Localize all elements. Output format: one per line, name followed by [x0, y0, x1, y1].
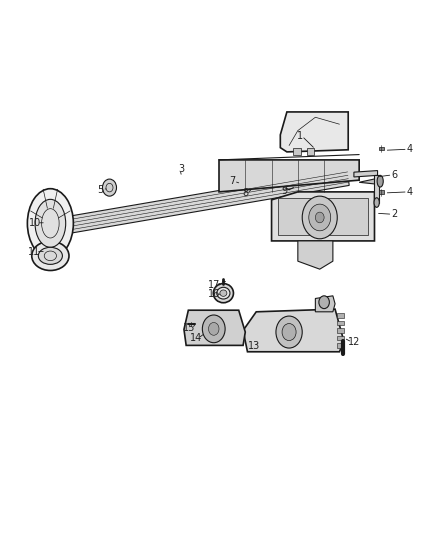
Polygon shape — [337, 313, 344, 318]
Text: 16: 16 — [208, 289, 220, 299]
Text: 7: 7 — [229, 176, 235, 186]
Polygon shape — [379, 147, 384, 150]
Text: 17: 17 — [208, 280, 220, 290]
Circle shape — [282, 324, 296, 341]
Text: 8: 8 — [242, 189, 248, 198]
Polygon shape — [337, 336, 344, 340]
Circle shape — [102, 179, 117, 196]
Polygon shape — [243, 309, 344, 352]
Text: 1: 1 — [297, 131, 303, 141]
Text: 12: 12 — [348, 337, 360, 347]
Text: 2: 2 — [391, 209, 397, 219]
Text: 4: 4 — [406, 144, 413, 154]
Circle shape — [276, 316, 302, 348]
Text: 5: 5 — [98, 185, 104, 195]
Circle shape — [309, 204, 331, 231]
Polygon shape — [354, 171, 378, 177]
Polygon shape — [280, 112, 348, 152]
Text: 9: 9 — [282, 186, 288, 196]
Circle shape — [202, 315, 225, 343]
Ellipse shape — [32, 241, 69, 271]
Polygon shape — [359, 178, 382, 184]
Polygon shape — [337, 328, 344, 333]
Text: 3: 3 — [179, 165, 185, 174]
Ellipse shape — [374, 198, 379, 207]
Ellipse shape — [35, 199, 66, 247]
Polygon shape — [374, 175, 379, 203]
Polygon shape — [337, 343, 344, 348]
Ellipse shape — [28, 189, 74, 258]
Polygon shape — [278, 198, 368, 235]
Text: 14: 14 — [190, 334, 202, 343]
Text: 6: 6 — [391, 170, 397, 180]
Polygon shape — [184, 310, 245, 345]
Polygon shape — [272, 192, 374, 241]
Text: 15: 15 — [183, 323, 195, 333]
Polygon shape — [315, 296, 335, 312]
Polygon shape — [337, 321, 344, 325]
Polygon shape — [219, 160, 359, 192]
Polygon shape — [307, 148, 314, 155]
Ellipse shape — [220, 290, 227, 296]
Circle shape — [315, 212, 324, 223]
Circle shape — [302, 196, 337, 239]
Polygon shape — [58, 168, 349, 235]
Text: 13: 13 — [248, 342, 260, 351]
Ellipse shape — [217, 287, 230, 299]
Polygon shape — [293, 148, 301, 155]
Polygon shape — [298, 241, 333, 269]
Circle shape — [319, 296, 329, 309]
Polygon shape — [49, 218, 60, 237]
Text: 11: 11 — [28, 247, 40, 256]
Text: 4: 4 — [406, 187, 413, 197]
Ellipse shape — [377, 175, 383, 187]
Polygon shape — [379, 190, 384, 194]
Ellipse shape — [213, 284, 233, 303]
Text: 10: 10 — [29, 218, 41, 228]
Circle shape — [208, 322, 219, 335]
Ellipse shape — [39, 247, 63, 264]
